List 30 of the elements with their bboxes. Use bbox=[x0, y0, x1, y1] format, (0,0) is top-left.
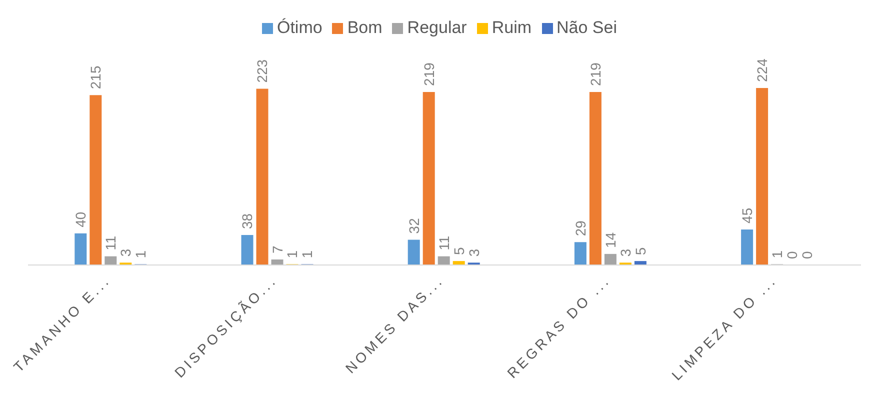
data-label: 45 bbox=[739, 208, 756, 224]
data-label: 0 bbox=[799, 250, 816, 259]
data-label: 5 bbox=[450, 247, 467, 256]
legend-label: Bom bbox=[347, 18, 382, 37]
data-label: 224 bbox=[754, 58, 770, 82]
data-label: 40 bbox=[72, 212, 89, 228]
data-label: 14 bbox=[602, 232, 618, 248]
data-label: 0 bbox=[784, 250, 800, 259]
data-label: 1 bbox=[769, 250, 786, 258]
data-label: 1 bbox=[299, 250, 316, 258]
data-label: 38 bbox=[239, 213, 256, 229]
data-label: 11 bbox=[102, 236, 119, 250]
data-label: 219 bbox=[420, 62, 437, 86]
data-label: 5 bbox=[632, 247, 648, 256]
data-label: 11 bbox=[436, 236, 452, 250]
data-label: 219 bbox=[587, 62, 604, 86]
legend-label: Regular bbox=[407, 18, 467, 37]
legend-label: Ruim bbox=[492, 18, 532, 37]
data-label: 215 bbox=[88, 66, 104, 90]
legend-label: Ótimo bbox=[276, 18, 322, 37]
data-label: 32 bbox=[406, 218, 422, 234]
data-label: 3 bbox=[617, 248, 634, 257]
legend-label: Não Sei bbox=[556, 18, 617, 37]
data-label: 1 bbox=[284, 250, 300, 258]
data-label: 3 bbox=[466, 248, 482, 257]
data-label: 29 bbox=[572, 220, 588, 236]
data-label: 223 bbox=[254, 59, 270, 83]
data-label: 7 bbox=[269, 245, 286, 254]
data-label: 1 bbox=[132, 250, 149, 258]
data-label: 3 bbox=[118, 248, 134, 257]
